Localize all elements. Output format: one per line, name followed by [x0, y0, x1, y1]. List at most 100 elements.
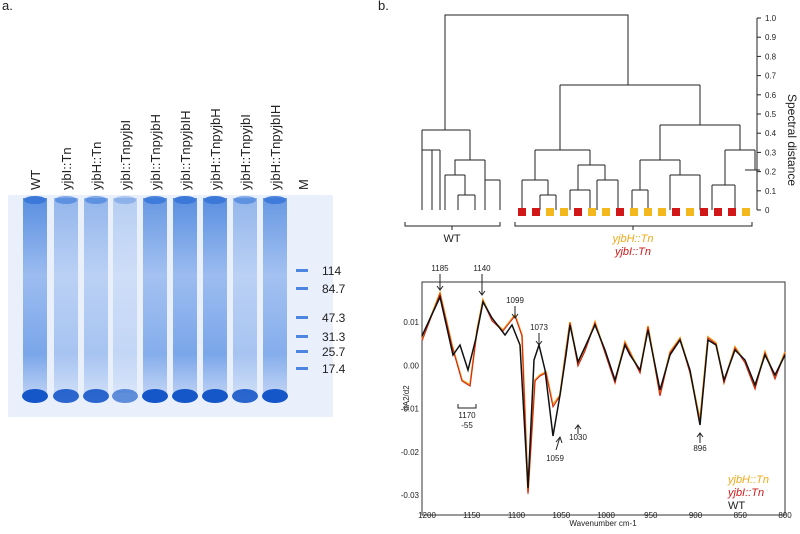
- tick-label: 0.5: [765, 110, 777, 119]
- panel-label: b.: [378, 0, 389, 13]
- lane-label: yjbI::TnpyjbI: [118, 120, 133, 190]
- tick-label: 0.9: [765, 33, 777, 42]
- leaf: [700, 208, 708, 216]
- marker-label: 47.3: [322, 311, 346, 325]
- lane-label: yjbH::TnpyjbIH: [268, 105, 283, 190]
- gel-lane: [84, 198, 108, 393]
- lane-label: WT: [28, 170, 43, 190]
- gel-lane: [203, 198, 227, 393]
- band: [114, 196, 136, 204]
- gel-lane: [143, 198, 167, 393]
- dendrogram: [404, 14, 760, 230]
- lane-label: yjbH::TnpyjbH: [208, 108, 223, 190]
- x-tick-label: 800: [778, 511, 792, 520]
- y-tick-label: -0.02: [401, 448, 420, 457]
- marker-band: [296, 269, 308, 272]
- lane-label: yjbI::TnpyjbH: [148, 114, 163, 190]
- band: [22, 389, 48, 403]
- leaf: [630, 208, 638, 216]
- band: [174, 196, 196, 204]
- marker-band: [296, 367, 308, 370]
- leaf: [546, 208, 554, 216]
- peak-label: 1099: [506, 296, 524, 305]
- band: [144, 196, 166, 204]
- leaf: [658, 208, 666, 216]
- tick-label: 0.6: [765, 91, 777, 100]
- y-tick-label: -0.01: [401, 405, 420, 414]
- y-axis-label: dA2/d2: [402, 385, 411, 411]
- group-label: yjbI::Tn: [614, 246, 651, 258]
- x-tick-label: 1050: [552, 511, 570, 520]
- band: [264, 196, 286, 204]
- group-label: WT: [443, 233, 460, 245]
- marker-band: [296, 287, 308, 290]
- legend-entry: yjbH::Tn: [727, 474, 769, 486]
- spectrum-yjbI: [421, 292, 786, 495]
- band: [232, 389, 258, 403]
- peak-label: 1059: [546, 454, 564, 463]
- leaf: [532, 208, 540, 216]
- band: [112, 389, 138, 403]
- lane-label: yjbH::TnpyjbI: [238, 114, 253, 190]
- marker-band: [296, 316, 308, 319]
- y-tick-label: -0.03: [401, 491, 420, 500]
- band: [142, 389, 168, 403]
- peak-label: 1140: [473, 264, 491, 273]
- peak-label: 1030: [569, 433, 587, 442]
- tick-label: 0.4: [765, 129, 777, 138]
- leaf: [686, 208, 694, 216]
- leaf: [616, 208, 624, 216]
- band: [53, 389, 79, 403]
- x-tick-label: 850: [734, 511, 748, 520]
- tick-label: 0.1: [765, 187, 777, 196]
- tick-label: 0.3: [765, 148, 777, 157]
- marker-label: 25.7: [322, 345, 346, 359]
- x-tick-label: 950: [644, 511, 658, 520]
- axis-title: Spectral distance: [785, 94, 799, 186]
- x-tick-label: 900: [689, 511, 703, 520]
- legend-entry: WT: [728, 500, 745, 512]
- y-tick-label: 0.00: [403, 361, 419, 370]
- gel-lane: [113, 198, 137, 393]
- panel-label: a.: [2, 0, 13, 13]
- leaf: [560, 208, 568, 216]
- legend-entry: yjbI::Tn: [727, 487, 764, 499]
- tick-label: 0.7: [765, 72, 777, 81]
- x-axis-label: Wavenumber cm-1: [569, 519, 637, 528]
- band: [202, 389, 228, 403]
- tick-label: 0.8: [765, 52, 777, 61]
- peak-label: 896: [693, 444, 707, 453]
- marker-label: 84.7: [322, 282, 346, 296]
- leaf: [588, 208, 596, 216]
- peak-label: -55: [461, 421, 473, 430]
- lane-label: yjbI::Tn: [59, 147, 74, 190]
- leaf: [644, 208, 652, 216]
- band: [204, 196, 226, 204]
- leaf: [574, 208, 582, 216]
- leaf: [518, 208, 526, 216]
- marker-label: 17.4: [322, 362, 346, 376]
- x-tick-label: 1100: [508, 511, 526, 520]
- band: [85, 196, 107, 204]
- marker-band: [296, 350, 308, 353]
- band: [172, 389, 198, 403]
- peak-label: 1185: [431, 264, 449, 273]
- leaf: [728, 208, 736, 216]
- spectrum-WT: [421, 294, 786, 489]
- x-tick-label: 1150: [463, 511, 481, 520]
- x-tick-label: 1000: [597, 511, 615, 520]
- gel-lane: [263, 198, 287, 393]
- y-tick-label: 0.01: [403, 318, 419, 327]
- peak-label: 1073: [530, 323, 548, 332]
- arrows: [436, 274, 704, 451]
- band: [24, 196, 46, 204]
- gel-lane: [23, 198, 47, 393]
- leaf: [714, 208, 722, 216]
- x-tick-label: 1200: [418, 511, 436, 520]
- spectrum-yjbH: [421, 289, 786, 493]
- leaf: [672, 208, 680, 216]
- leaf: [742, 208, 750, 216]
- leaf: [602, 208, 610, 216]
- band: [262, 389, 288, 403]
